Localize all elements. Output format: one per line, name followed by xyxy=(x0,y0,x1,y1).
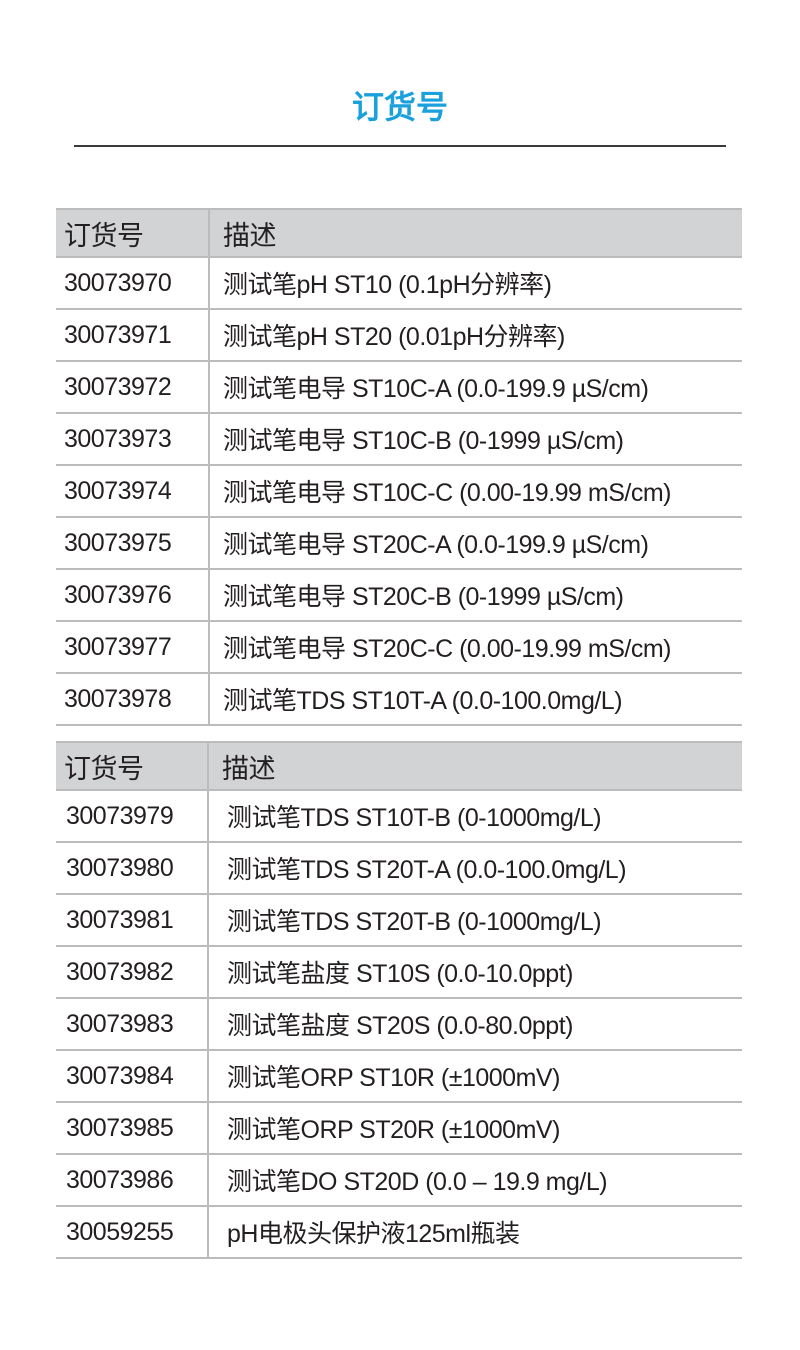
description-cell: 测试笔pH ST10 (0.1pH分辨率) xyxy=(209,257,742,310)
order-number-cell: 30073977 xyxy=(56,621,210,674)
table-row: 30073977 测试笔电导 ST20C-C (0.00-19.99 mS/cm) xyxy=(56,621,742,674)
title-divider xyxy=(74,145,726,147)
table-row: 30073972 测试笔电导 ST10C-A (0.0-199.9 µS/cm) xyxy=(56,361,742,414)
header-order-number: 订货号 xyxy=(56,741,209,791)
order-number-cell: 30073979 xyxy=(56,790,209,843)
order-number-cell: 30073985 xyxy=(56,1102,209,1155)
order-number-cell: 30073973 xyxy=(56,413,210,466)
order-table-2: 订货号 描述 30073979 测试笔TDS ST10T-B (0-1000mg/… xyxy=(56,741,742,1259)
table-row: 30073970 测试笔pH ST10 (0.1pH分辨率) xyxy=(56,257,742,310)
header-description: 描述 xyxy=(208,741,742,791)
order-number-cell: 30073974 xyxy=(56,465,210,518)
order-number-cell: 30073984 xyxy=(56,1050,209,1103)
table-row: 30073983 测试笔盐度 ST20S (0.0-80.0ppt) xyxy=(56,998,742,1051)
description-cell: pH电极头保护液125ml瓶装 xyxy=(208,1206,742,1259)
table-row: 30073982 测试笔盐度 ST10S (0.0-10.0ppt) xyxy=(56,946,742,999)
order-number-cell: 30073980 xyxy=(56,842,209,895)
description-cell: 测试笔pH ST20 (0.01pH分辨率) xyxy=(209,309,742,362)
table-header-row: 订货号 描述 xyxy=(56,741,742,791)
description-cell: 测试笔TDS ST20T-B (0-1000mg/L) xyxy=(208,894,742,947)
table-row: 30073975 测试笔电导 ST20C-A (0.0-199.9 µS/cm) xyxy=(56,517,742,570)
order-table-1: 订货号 描述 30073970 测试笔pH ST10 (0.1pH分辨率) 3007… xyxy=(56,208,742,726)
order-number-cell: 30073971 xyxy=(56,309,210,362)
table-row: 30073976 测试笔电导 ST20C-B (0-1999 µS/cm) xyxy=(56,569,742,622)
table-row: 30073980 测试笔TDS ST20T-A (0.0-100.0mg/L) xyxy=(56,842,742,895)
table-row: 30073985 测试笔ORP ST20R (±1000mV) xyxy=(56,1102,742,1155)
table-row: 30073979 测试笔TDS ST10T-B (0-1000mg/L) xyxy=(56,790,742,843)
description-cell: 测试笔TDS ST20T-A (0.0-100.0mg/L) xyxy=(208,842,742,895)
order-number-cell: 30073970 xyxy=(56,257,210,310)
description-cell: 测试笔盐度 ST10S (0.0-10.0ppt) xyxy=(208,946,742,999)
table-row: 30073981 测试笔TDS ST20T-B (0-1000mg/L) xyxy=(56,894,742,947)
description-cell: 测试笔电导 ST10C-A (0.0-199.9 µS/cm) xyxy=(209,361,742,414)
table-row: 30073978 测试笔TDS ST10T-A (0.0-100.0mg/L) xyxy=(56,673,742,726)
order-number-cell: 30073975 xyxy=(56,517,210,570)
order-number-cell: 30073978 xyxy=(56,673,210,726)
table-row: 30073973 测试笔电导 ST10C-B (0-1999 µS/cm) xyxy=(56,413,742,466)
description-cell: 测试笔电导 ST20C-B (0-1999 µS/cm) xyxy=(209,569,742,622)
order-number-cell: 30073981 xyxy=(56,894,209,947)
order-number-cell: 30073976 xyxy=(56,569,210,622)
table-header-row: 订货号 描述 xyxy=(56,208,742,258)
description-cell: 测试笔电导 ST20C-A (0.0-199.9 µS/cm) xyxy=(209,517,742,570)
order-number-cell: 30073986 xyxy=(56,1154,209,1207)
order-number-cell: 30073972 xyxy=(56,361,210,414)
table-row: 30073974 测试笔电导 ST10C-C (0.00-19.99 mS/cm) xyxy=(56,465,742,518)
description-cell: 测试笔TDS ST10T-A (0.0-100.0mg/L) xyxy=(209,673,742,726)
description-cell: 测试笔TDS ST10T-B (0-1000mg/L) xyxy=(208,790,742,843)
order-number-cell: 30059255 xyxy=(56,1206,209,1259)
table-row: 30073971 测试笔pH ST20 (0.01pH分辨率) xyxy=(56,309,742,362)
header-order-number: 订货号 xyxy=(56,208,210,258)
order-number-cell: 30073983 xyxy=(56,998,209,1051)
description-cell: 测试笔ORP ST10R (±1000mV) xyxy=(208,1050,742,1103)
description-cell: 测试笔盐度 ST20S (0.0-80.0ppt) xyxy=(208,998,742,1051)
description-cell: 测试笔电导 ST20C-C (0.00-19.99 mS/cm) xyxy=(209,621,742,674)
description-cell: 测试笔电导 ST10C-B (0-1999 µS/cm) xyxy=(209,413,742,466)
description-cell: 测试笔ORP ST20R (±1000mV) xyxy=(208,1102,742,1155)
description-cell: 测试笔电导 ST10C-C (0.00-19.99 mS/cm) xyxy=(209,465,742,518)
table-row: 30073986 测试笔DO ST20D (0.0 – 19.9 mg/L) xyxy=(56,1154,742,1207)
table-row: 30073984 测试笔ORP ST10R (±1000mV) xyxy=(56,1050,742,1103)
page-title: 订货号 xyxy=(351,89,448,125)
description-cell: 测试笔DO ST20D (0.0 – 19.9 mg/L) xyxy=(208,1154,742,1207)
order-number-cell: 30073982 xyxy=(56,946,209,999)
header-description: 描述 xyxy=(209,208,742,258)
table-row: 30059255 pH电极头保护液125ml瓶装 xyxy=(56,1206,742,1259)
